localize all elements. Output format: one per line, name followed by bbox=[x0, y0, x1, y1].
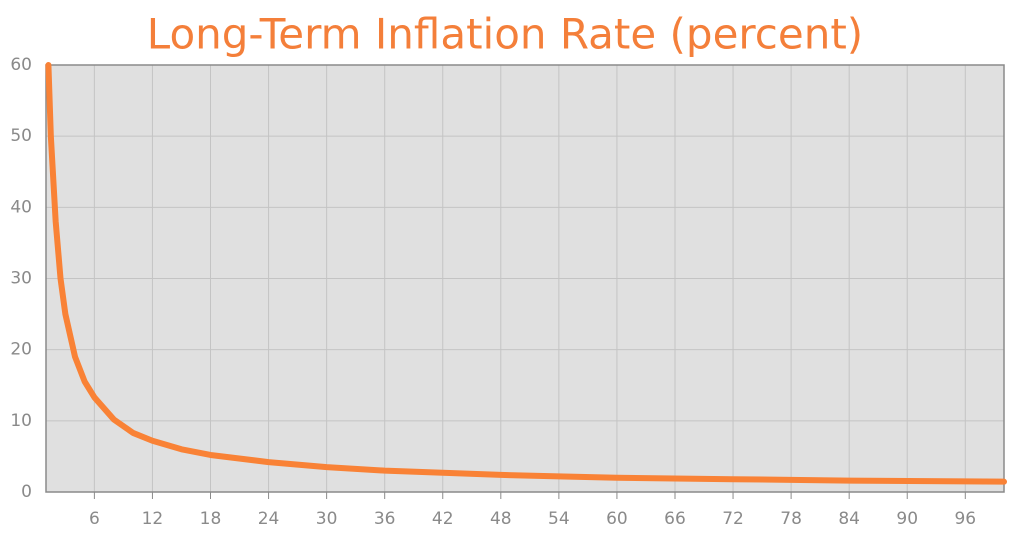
y-tick-label: 60 bbox=[10, 55, 32, 75]
chart-title: Long-Term Inflation Rate (percent) bbox=[147, 10, 863, 59]
x-tick-label: 78 bbox=[780, 509, 802, 529]
x-tick-label: 36 bbox=[374, 509, 396, 529]
x-tick-label: 18 bbox=[200, 509, 222, 529]
y-tick-label: 50 bbox=[10, 126, 32, 146]
y-tick-label: 10 bbox=[10, 411, 32, 431]
y-tick-label: 20 bbox=[10, 340, 32, 360]
x-tick-label: 90 bbox=[896, 509, 918, 529]
line bbox=[45, 62, 1007, 485]
y-tick-label: 30 bbox=[10, 269, 32, 289]
x-tick-label: 12 bbox=[142, 509, 164, 529]
x-tick-label: 84 bbox=[838, 509, 860, 529]
x-tick-label: 96 bbox=[954, 509, 976, 529]
x-tick-label: 30 bbox=[316, 509, 338, 529]
x-tick-label: 66 bbox=[664, 509, 686, 529]
x-tick-label: 60 bbox=[606, 509, 628, 529]
x-tick-label: 6 bbox=[89, 509, 100, 529]
x-tick-label: 72 bbox=[722, 509, 744, 529]
x-tick-label: 48 bbox=[490, 509, 512, 529]
plot-border bbox=[45, 64, 1005, 493]
x-tick-label: 54 bbox=[548, 509, 570, 529]
y-tick-label: 40 bbox=[10, 197, 32, 217]
x-tick-label: 42 bbox=[432, 509, 454, 529]
y-tick-label: 0 bbox=[21, 482, 32, 502]
x-tick-label: 24 bbox=[258, 509, 280, 529]
